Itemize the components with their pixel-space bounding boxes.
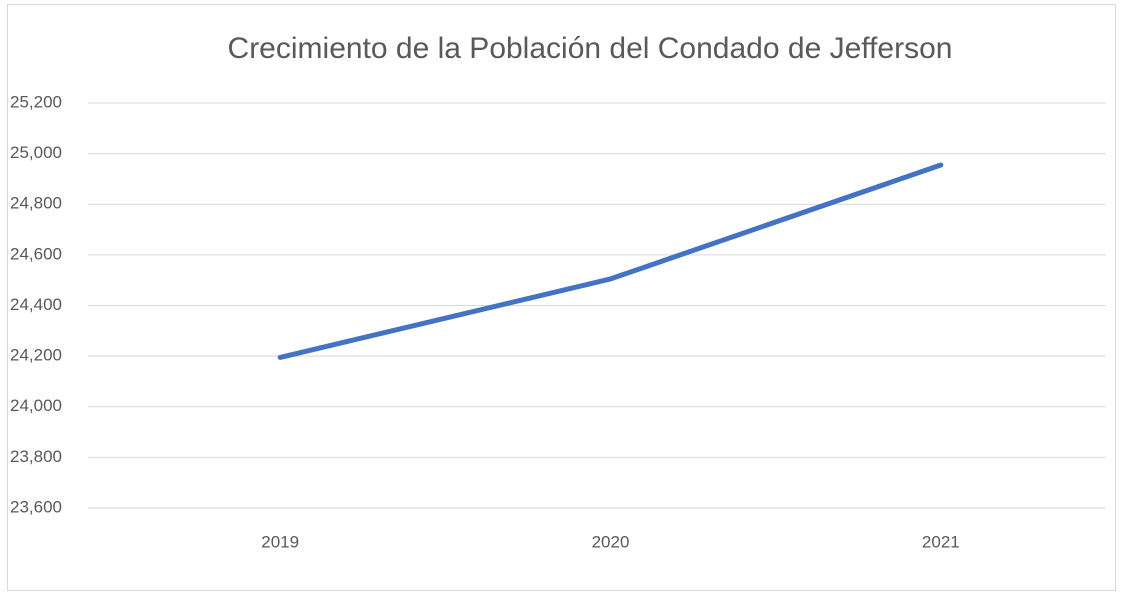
y-tick-label: 23,600 <box>10 497 62 516</box>
y-tick-label: 24,200 <box>10 346 62 365</box>
y-tick-label: 25,200 <box>10 92 62 111</box>
y-tick-label: 24,400 <box>10 295 62 314</box>
x-tick-label: 2021 <box>922 532 960 551</box>
chart-border <box>7 4 1116 591</box>
line-series <box>277 162 944 360</box>
x-tick-label: 2020 <box>592 532 630 551</box>
chart-title: Crecimiento de la Población del Condado … <box>228 32 953 65</box>
y-tick-label: 24,000 <box>10 396 62 415</box>
y-tick-label: 24,800 <box>10 194 62 213</box>
y-tick-label: 24,600 <box>10 244 62 263</box>
x-tick-label: 2019 <box>261 532 299 551</box>
y-tick-label: 25,000 <box>10 143 62 162</box>
y-tick-label: 23,800 <box>10 447 62 466</box>
